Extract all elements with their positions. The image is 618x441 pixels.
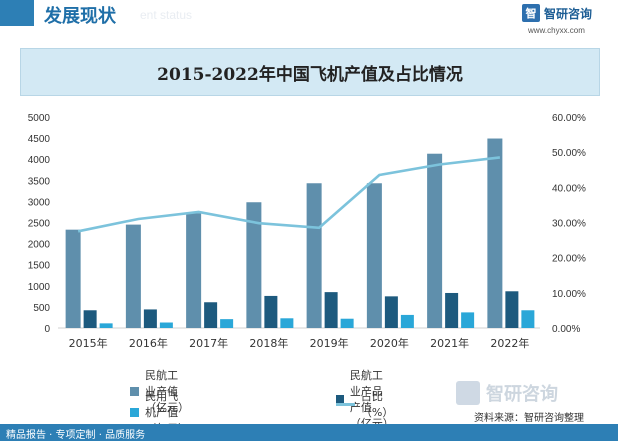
x-tick-label: 2022年 bbox=[490, 336, 529, 350]
legend-item-product-output: 民航工业产品产值（亿元） bbox=[336, 367, 394, 431]
bar-industry-output bbox=[125, 224, 141, 328]
x-tick-label: 2017年 bbox=[189, 336, 228, 350]
y-left-tick-label: 1500 bbox=[28, 261, 51, 272]
bar-industry-output bbox=[306, 183, 322, 328]
y-left-tick-label: 2500 bbox=[28, 219, 51, 230]
x-tick-label: 2021年 bbox=[430, 336, 469, 350]
section-title: 发展现状 bbox=[44, 6, 116, 27]
legend-label: 民航工业产值（亿元） bbox=[145, 369, 190, 414]
bar-industry-product-output bbox=[83, 310, 97, 328]
y-left-tick-label: 1000 bbox=[28, 282, 51, 293]
x-tick-label: 2018年 bbox=[249, 336, 288, 350]
y-right-tick-label: 0.00% bbox=[552, 324, 580, 335]
y-right-tick-label: 30.00% bbox=[552, 219, 586, 230]
bar-civil-aircraft-output bbox=[400, 314, 414, 328]
legend-item-share: 占比（%） bbox=[336, 388, 400, 420]
brand-mark-icon: 智 bbox=[522, 4, 540, 22]
bar-industry-product-output bbox=[264, 295, 278, 328]
y-left-tick-label: 4500 bbox=[28, 134, 51, 145]
bar-industry-output bbox=[487, 138, 503, 328]
x-tick-label: 2015年 bbox=[69, 336, 108, 350]
brand-url: www.chyxx.com bbox=[528, 26, 585, 35]
bar-industry-output bbox=[366, 183, 382, 328]
bar-civil-aircraft-output bbox=[159, 322, 173, 328]
bar-industry-product-output bbox=[324, 292, 338, 328]
legend-label: 民航工业产品产值（亿元） bbox=[349, 369, 394, 430]
y-right-tick-label: 20.00% bbox=[552, 254, 586, 265]
header-accent-bar bbox=[0, 0, 34, 26]
bar-industry-product-output bbox=[143, 309, 157, 328]
y-right-tick-label: 10.00% bbox=[552, 289, 586, 300]
legend-swatch bbox=[130, 386, 140, 396]
bar-industry-output bbox=[246, 202, 262, 328]
chart-title: 2015-2022年中国飞机产值及占比情况 bbox=[20, 48, 600, 96]
chart-canvas: 0 500 1000 1500 2000 2500 3000 3500 4000 4500 5000… bbox=[28, 113, 586, 350]
legend-item-output: 民航工业产值（亿元） bbox=[130, 367, 190, 415]
y-left-tick-label: 500 bbox=[33, 303, 50, 314]
source-note: 资料来源：智研咨询整理 bbox=[474, 413, 584, 424]
bar-industry-output bbox=[186, 213, 202, 328]
y-right-tick-label: 40.00% bbox=[552, 183, 586, 194]
bar-civil-aircraft-output bbox=[280, 318, 294, 328]
x-tick-label: 2019年 bbox=[310, 336, 349, 350]
bar-industry-product-output bbox=[505, 291, 519, 328]
y-left-tick-label: 3000 bbox=[28, 197, 51, 208]
y-left-tick-label: 0 bbox=[44, 324, 50, 335]
footer-tagline: 精品报告 · 专项定制 · 品质服务 bbox=[6, 430, 146, 441]
section-ghost-text: ent status bbox=[140, 8, 193, 22]
share-line bbox=[77, 156, 501, 233]
bar-civil-aircraft-output bbox=[220, 319, 234, 328]
bar-industry-product-output bbox=[384, 296, 398, 328]
x-tick-label: 2020年 bbox=[370, 336, 409, 350]
legend-label: 占比（%） bbox=[360, 390, 394, 419]
watermark-logo: 智研咨询 bbox=[456, 380, 558, 406]
bar-industry-output bbox=[65, 229, 81, 328]
x-tick-label: 2016年 bbox=[129, 336, 168, 350]
bar-industry-product-output bbox=[204, 302, 218, 328]
bar-industry-output bbox=[427, 153, 443, 328]
y-left-tick-label: 3500 bbox=[28, 176, 51, 187]
legend-swatch bbox=[130, 407, 140, 417]
brand-name: 智研咨询 bbox=[544, 6, 593, 21]
y-left-tick-label: 4000 bbox=[28, 155, 51, 166]
bar-civil-aircraft-output bbox=[461, 312, 475, 328]
y-right-tick-label: 50.00% bbox=[552, 148, 586, 159]
y-left-tick-label: 5000 bbox=[28, 113, 51, 124]
bar-civil-aircraft-output bbox=[99, 323, 113, 328]
y-left-tick-label: 2000 bbox=[28, 240, 51, 251]
watermark-mark-icon bbox=[456, 381, 480, 405]
watermark-brand-name: 智研咨询 bbox=[486, 384, 558, 405]
bar-civil-aircraft-output bbox=[521, 310, 535, 328]
brand-logo: 智 智研咨询 bbox=[522, 4, 592, 22]
footer-bar bbox=[0, 424, 618, 441]
bar-civil-aircraft-output bbox=[340, 318, 354, 328]
legend-swatch bbox=[336, 394, 344, 404]
y-right-tick-label: 60.00% bbox=[552, 113, 586, 124]
legend-swatch bbox=[336, 402, 355, 406]
bar-industry-product-output bbox=[445, 292, 459, 328]
